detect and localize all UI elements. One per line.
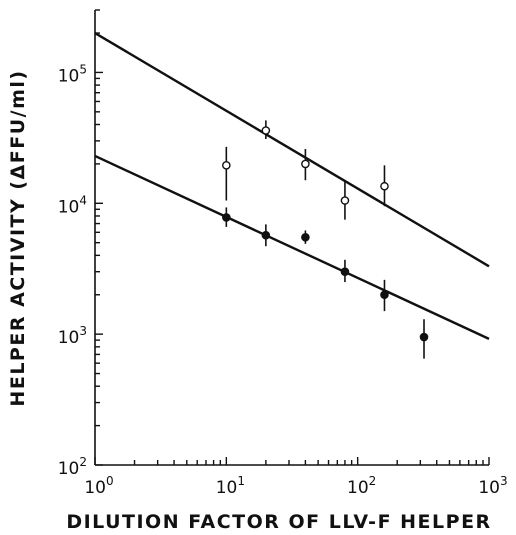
fit-line	[94, 32, 490, 268]
filled-circle-point	[380, 290, 389, 300]
y-tick-label: 105	[58, 62, 87, 86]
open-circle-point	[301, 159, 310, 169]
open-circle-point	[261, 126, 271, 135]
fit-line	[94, 154, 490, 340]
y-axis-ticks: 102 103 104 105	[58, 9, 103, 479]
y-tick-label: 102	[58, 455, 87, 479]
plot-frame	[94, 10, 489, 466]
filled-circle-point	[340, 267, 350, 277]
y-axis-label: HELPER ACTIVITY (ΔFFU/ml)	[7, 69, 29, 406]
filled-circle-point	[301, 232, 310, 242]
filled-circle-point	[261, 230, 271, 240]
y-tick-label: 104	[58, 193, 87, 217]
open-circle-point	[380, 181, 389, 191]
data-markers	[222, 126, 429, 342]
x-tick-label: 103	[478, 474, 507, 498]
open-circle-point	[222, 161, 231, 170]
x-tick-label: 100	[84, 474, 113, 498]
x-axis-label: DILUTION FACTOR OF LLV-F HELPER	[66, 511, 491, 533]
error-bars	[225, 120, 425, 359]
y-tick-label: 103	[58, 324, 87, 348]
x-tick-label: 102	[347, 474, 376, 498]
filled-circle-point	[419, 332, 429, 342]
fit-lines	[94, 32, 490, 340]
open-circle-point	[340, 196, 350, 205]
filled-circle-point	[222, 213, 231, 222]
x-tick-label: 101	[216, 474, 245, 498]
x-axis-ticks: 100 101 102 103	[84, 457, 508, 498]
